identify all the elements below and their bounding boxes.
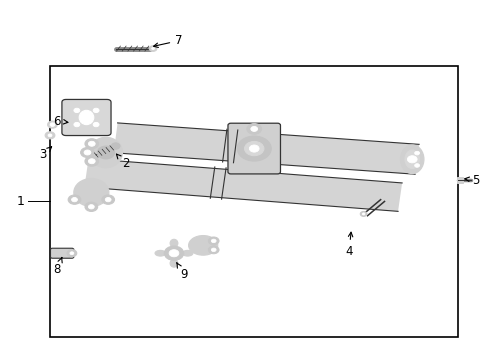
Ellipse shape (404, 150, 419, 168)
Ellipse shape (170, 259, 178, 267)
FancyBboxPatch shape (227, 123, 280, 174)
Circle shape (68, 195, 81, 204)
Circle shape (249, 145, 259, 152)
Circle shape (93, 122, 99, 127)
Ellipse shape (74, 179, 109, 206)
Ellipse shape (182, 250, 193, 256)
Text: 3: 3 (39, 147, 52, 162)
Ellipse shape (188, 235, 217, 255)
Circle shape (211, 248, 216, 252)
Circle shape (151, 48, 154, 50)
Circle shape (211, 239, 216, 243)
Circle shape (237, 136, 271, 161)
Circle shape (88, 204, 94, 209)
Circle shape (88, 141, 95, 146)
Circle shape (45, 132, 55, 139)
Circle shape (93, 108, 99, 113)
Circle shape (50, 123, 55, 126)
Circle shape (208, 237, 219, 245)
Circle shape (105, 198, 111, 202)
Circle shape (111, 143, 120, 149)
Circle shape (208, 246, 219, 254)
Circle shape (97, 146, 115, 159)
Circle shape (414, 151, 419, 155)
Ellipse shape (155, 250, 165, 256)
Circle shape (71, 198, 77, 202)
Circle shape (164, 246, 183, 260)
Circle shape (244, 141, 264, 156)
Circle shape (102, 195, 114, 204)
Circle shape (414, 164, 419, 167)
FancyBboxPatch shape (62, 99, 111, 135)
Circle shape (85, 202, 98, 211)
Text: 6: 6 (54, 114, 68, 127)
Circle shape (47, 121, 57, 128)
Text: 8: 8 (54, 257, 62, 276)
Circle shape (48, 134, 52, 137)
Ellipse shape (400, 145, 423, 174)
FancyBboxPatch shape (50, 248, 74, 258)
Circle shape (149, 46, 157, 51)
Text: 2: 2 (116, 154, 129, 170)
Bar (457, 177, 462, 183)
Circle shape (74, 122, 80, 127)
Circle shape (67, 249, 77, 257)
Ellipse shape (89, 137, 122, 168)
Ellipse shape (170, 239, 178, 247)
Circle shape (362, 213, 365, 215)
Circle shape (70, 252, 74, 255)
Circle shape (84, 150, 91, 155)
Text: 5: 5 (464, 174, 478, 186)
Circle shape (74, 108, 80, 113)
Circle shape (81, 148, 94, 157)
Polygon shape (84, 159, 401, 211)
Text: 1: 1 (17, 195, 25, 208)
Circle shape (88, 159, 95, 164)
Text: 4: 4 (345, 232, 352, 258)
Circle shape (246, 123, 261, 134)
Circle shape (85, 156, 99, 166)
Circle shape (407, 156, 416, 163)
Circle shape (250, 126, 257, 131)
Circle shape (85, 139, 99, 149)
Ellipse shape (79, 111, 94, 125)
Bar (50, 66, 458, 337)
Polygon shape (113, 123, 418, 174)
Circle shape (83, 187, 99, 198)
Circle shape (360, 211, 366, 216)
Text: 7: 7 (153, 34, 182, 48)
Circle shape (169, 249, 179, 257)
Text: 9: 9 (177, 263, 187, 281)
